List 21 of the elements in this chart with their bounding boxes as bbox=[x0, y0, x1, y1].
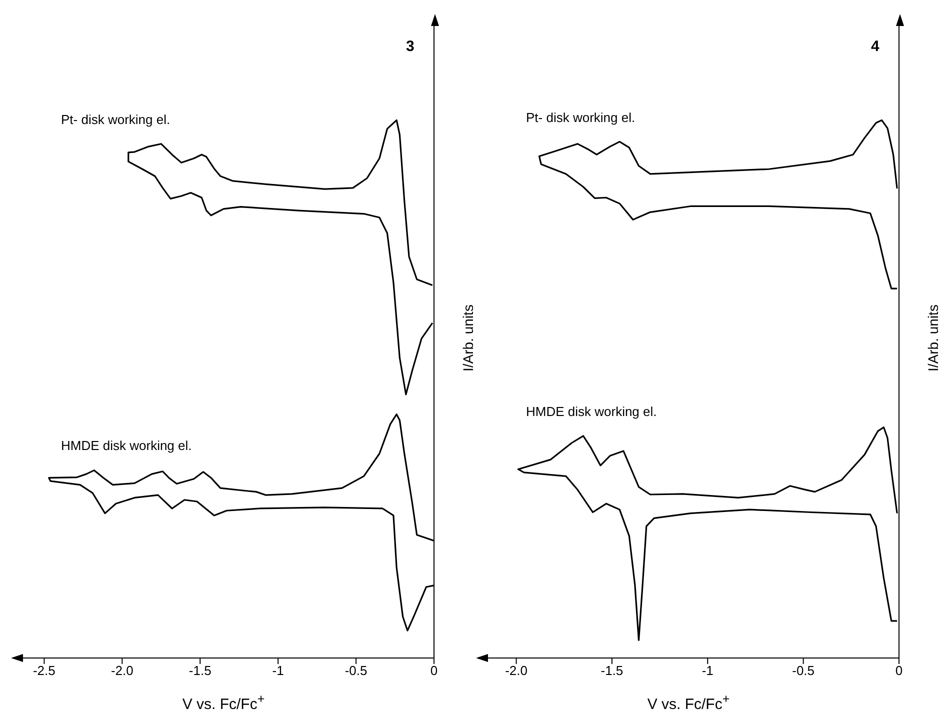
series-label: Pt- disk working el. bbox=[526, 110, 636, 125]
x-tick-label: 0 bbox=[430, 663, 438, 678]
x-tick-label: -1 bbox=[272, 663, 284, 678]
x-tick-label: -0.5 bbox=[344, 663, 368, 678]
series-label: HMDE disk working el. bbox=[61, 438, 192, 454]
x-tick-label: -2.0 bbox=[110, 663, 134, 678]
x-tick-label: -1 bbox=[702, 663, 714, 678]
y-axis-title: I/Arb. units bbox=[460, 304, 476, 372]
series-label: Pt- disk working el. bbox=[61, 112, 170, 127]
x-tick-label: -2.5 bbox=[32, 663, 56, 678]
x-tick-label: 0 bbox=[895, 663, 903, 678]
chart-title: 3 bbox=[406, 38, 414, 55]
chart-title: 4 bbox=[871, 38, 880, 55]
series-label: HMDE disk working el. bbox=[526, 404, 657, 419]
x-tick-label: -1.5 bbox=[600, 663, 624, 678]
x-tick-label: -2.0 bbox=[505, 663, 528, 678]
x-axis-title: V vs. Fc/Fc$^{+}$ bbox=[646, 692, 731, 713]
x-axis-title: V vs. Fc/Fc$^{+}$ bbox=[181, 692, 266, 713]
x-tick-label: -0.5 bbox=[792, 663, 815, 678]
y-axis-title: I/Arb. units bbox=[924, 304, 941, 372]
x-tick-label: -1.5 bbox=[188, 663, 212, 678]
